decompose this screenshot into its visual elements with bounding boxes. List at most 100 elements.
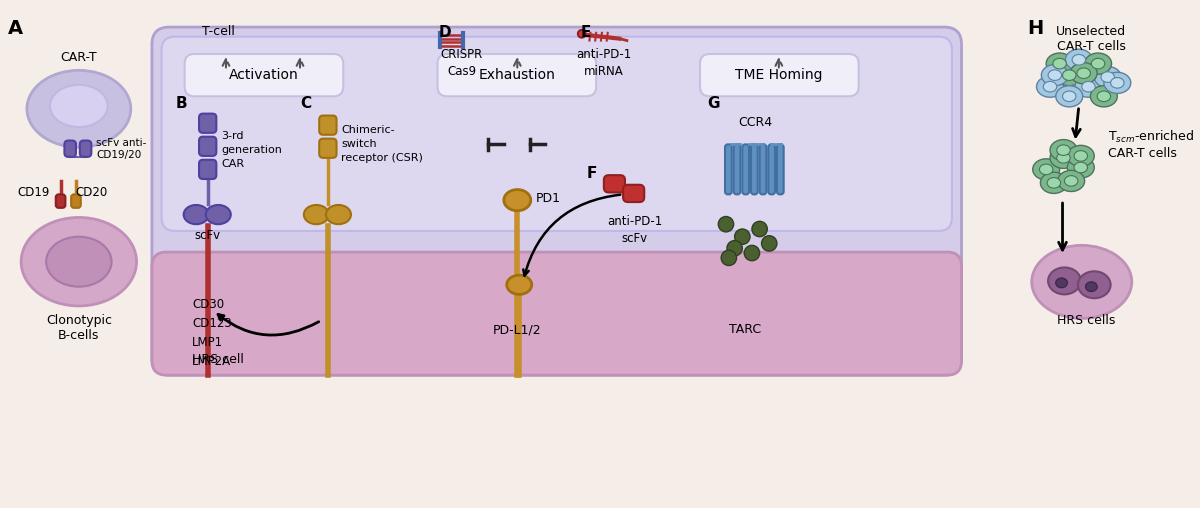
Ellipse shape	[1039, 164, 1052, 175]
Ellipse shape	[1074, 162, 1087, 173]
Circle shape	[762, 236, 776, 251]
Ellipse shape	[1048, 70, 1062, 80]
Text: Chimeric-
switch
receptor (CSR): Chimeric- switch receptor (CSR)	[341, 125, 424, 164]
Ellipse shape	[184, 205, 209, 224]
Circle shape	[752, 221, 767, 237]
Ellipse shape	[1042, 65, 1068, 86]
FancyBboxPatch shape	[768, 144, 775, 195]
FancyBboxPatch shape	[760, 144, 767, 195]
Ellipse shape	[1062, 91, 1076, 102]
Ellipse shape	[1078, 271, 1110, 298]
Ellipse shape	[1052, 58, 1067, 69]
Text: CCR4: CCR4	[738, 115, 772, 129]
Ellipse shape	[1056, 86, 1082, 107]
Ellipse shape	[50, 85, 108, 127]
FancyBboxPatch shape	[725, 144, 732, 195]
Ellipse shape	[1064, 176, 1078, 186]
FancyBboxPatch shape	[319, 139, 336, 158]
Text: TARC: TARC	[730, 324, 761, 336]
FancyBboxPatch shape	[55, 195, 65, 208]
Text: anti-PD-1
scFv: anti-PD-1 scFv	[607, 214, 662, 244]
Ellipse shape	[1097, 91, 1110, 102]
Ellipse shape	[504, 189, 530, 211]
Ellipse shape	[1057, 170, 1085, 192]
Ellipse shape	[1048, 178, 1061, 188]
Text: CD30
CD123
LMP1
LMP2A: CD30 CD123 LMP1 LMP2A	[192, 298, 232, 368]
FancyBboxPatch shape	[152, 27, 961, 375]
Ellipse shape	[1056, 278, 1067, 288]
Ellipse shape	[1040, 172, 1067, 194]
Text: anti-PD-1
miRNA: anti-PD-1 miRNA	[576, 48, 631, 78]
Ellipse shape	[1100, 72, 1115, 82]
Ellipse shape	[26, 70, 131, 147]
Text: B: B	[176, 97, 187, 111]
Ellipse shape	[1050, 147, 1076, 169]
Ellipse shape	[1046, 53, 1073, 74]
Text: H: H	[1027, 19, 1043, 39]
Ellipse shape	[1091, 58, 1105, 69]
Text: A: A	[7, 19, 23, 39]
Text: E: E	[581, 25, 592, 40]
Ellipse shape	[1037, 76, 1063, 97]
FancyBboxPatch shape	[776, 144, 784, 195]
Text: T-cell: T-cell	[202, 25, 235, 38]
Ellipse shape	[1067, 157, 1094, 178]
Circle shape	[721, 250, 737, 266]
Circle shape	[734, 229, 750, 244]
Ellipse shape	[1048, 267, 1081, 294]
Ellipse shape	[205, 205, 230, 224]
Ellipse shape	[1081, 81, 1096, 92]
Text: Clonotypic
B-cells: Clonotypic B-cells	[46, 313, 112, 341]
Ellipse shape	[1075, 76, 1102, 97]
Ellipse shape	[46, 237, 112, 287]
Ellipse shape	[304, 205, 329, 224]
FancyBboxPatch shape	[199, 137, 216, 156]
FancyBboxPatch shape	[80, 141, 91, 157]
FancyBboxPatch shape	[604, 175, 625, 193]
Ellipse shape	[1070, 62, 1097, 84]
Ellipse shape	[1067, 145, 1094, 167]
Ellipse shape	[1086, 282, 1097, 292]
Ellipse shape	[1074, 151, 1087, 161]
Text: Exhaustion: Exhaustion	[479, 68, 556, 82]
Text: C: C	[300, 97, 311, 111]
Ellipse shape	[326, 205, 350, 224]
Ellipse shape	[506, 275, 532, 294]
Text: CD19: CD19	[17, 186, 49, 199]
Ellipse shape	[1057, 152, 1070, 163]
Ellipse shape	[1076, 68, 1091, 79]
Ellipse shape	[1110, 78, 1124, 88]
Ellipse shape	[1085, 53, 1111, 74]
FancyBboxPatch shape	[185, 54, 343, 97]
Circle shape	[744, 245, 760, 261]
Text: CD20: CD20	[76, 186, 107, 199]
Ellipse shape	[1062, 70, 1076, 80]
Ellipse shape	[1057, 145, 1070, 155]
Ellipse shape	[1050, 140, 1076, 161]
FancyBboxPatch shape	[65, 141, 76, 157]
Text: TME Homing: TME Homing	[736, 68, 823, 82]
Ellipse shape	[1072, 54, 1086, 65]
Text: HRS cells: HRS cells	[1057, 313, 1116, 327]
FancyBboxPatch shape	[700, 54, 859, 97]
Text: CAR-T: CAR-T	[60, 51, 97, 64]
FancyBboxPatch shape	[743, 144, 749, 195]
Circle shape	[727, 241, 743, 256]
FancyBboxPatch shape	[199, 160, 216, 179]
FancyBboxPatch shape	[319, 115, 336, 135]
Ellipse shape	[1091, 86, 1117, 107]
FancyBboxPatch shape	[71, 195, 80, 208]
Text: HRS cell: HRS cell	[192, 353, 244, 366]
Text: G: G	[708, 97, 720, 111]
Text: CRISPR
Cas9: CRISPR Cas9	[440, 48, 482, 78]
FancyBboxPatch shape	[733, 144, 740, 195]
Text: F: F	[587, 167, 596, 181]
Text: PD-L1/2: PD-L1/2	[493, 324, 541, 336]
Text: Unselected
CAR-T cells: Unselected CAR-T cells	[1056, 25, 1127, 53]
Text: scFv: scFv	[194, 229, 221, 242]
Ellipse shape	[1033, 159, 1060, 180]
FancyBboxPatch shape	[199, 114, 216, 133]
Text: D: D	[438, 25, 451, 40]
Ellipse shape	[1043, 81, 1057, 92]
FancyBboxPatch shape	[623, 185, 644, 202]
